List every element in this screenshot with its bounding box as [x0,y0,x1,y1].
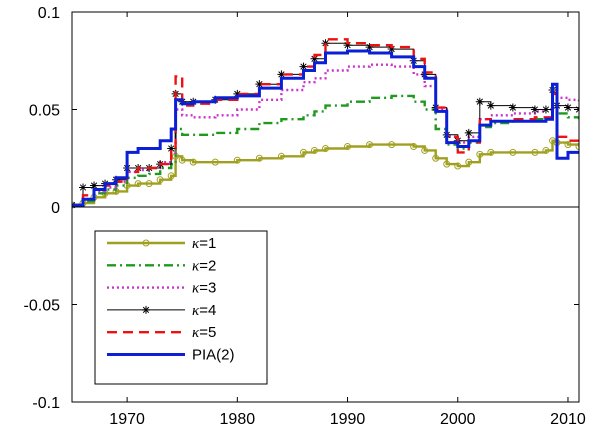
series-1-marker [487,148,495,156]
x-tick-label: 2010 [550,411,586,428]
series-1-marker [167,172,175,180]
legend-label: κ=2 [192,257,216,274]
series-1-marker [542,146,550,154]
series-1-marker [156,176,164,184]
ticks-layer: 1970 1980 1990 2000 2010 -0.1 -0.05 0 0.05 0.1 [24,5,586,428]
series-4-marker [167,144,176,153]
legend-label: κ=3 [192,280,216,297]
series-1-marker [211,158,219,166]
series-4-marker [233,89,242,98]
series-1-marker [277,152,285,160]
y-tick-label: 0.1 [38,5,60,22]
series-4-marker [563,103,572,112]
series-1-marker [564,141,572,149]
series-4-marker [530,105,539,114]
series-1-marker [189,158,197,166]
legend-label: κ=5 [192,324,216,341]
y-tick-label: 0.05 [29,103,60,120]
series-1-marker [454,162,462,170]
series-line-3 [72,63,579,207]
legend-label: κ=4 [192,302,216,319]
series-line-6 [72,49,579,207]
series-line-5 [72,38,579,207]
series-1-marker [476,150,484,158]
series-4-marker [79,183,88,192]
x-tick-label: 1980 [220,411,256,428]
series-4-marker [299,62,308,71]
series-1-marker [443,160,451,168]
series-1-marker [509,148,517,156]
series-1-marker [134,180,142,188]
series-1-marker [388,141,396,149]
series-4-marker [365,43,374,52]
x-tick-label: 2000 [440,411,476,428]
series-line-1 [72,139,579,207]
series-4-marker [343,41,352,50]
series-4-marker [387,45,396,54]
legend-marker [142,305,150,314]
series-4-marker [255,80,264,89]
series-layer [72,38,579,210]
series-1-marker [366,141,374,149]
y-tick-label: 0 [51,200,60,217]
y-tick-label: -0.05 [24,298,61,315]
series-1-marker [531,148,539,156]
series-1-marker [465,158,473,166]
series-1-marker [233,156,241,164]
legend-box [94,230,268,385]
series-4-marker [475,97,484,106]
legend-label: PIA(2) [192,347,235,364]
legend-marker [142,239,150,247]
series-1-marker [310,146,318,154]
series-1-marker [575,143,579,151]
series-1-marker [432,154,440,162]
series-4-marker [277,70,286,79]
series-1-marker [255,154,263,162]
series-1-marker [145,180,153,188]
series-4-marker [310,54,319,63]
x-tick-label: 1970 [109,411,145,428]
legend-label: κ=1 [192,235,216,252]
series-1-marker [421,146,429,154]
series-4-marker [464,128,473,137]
x-tick-label: 1990 [330,411,366,428]
series-1-marker [410,143,418,151]
series-1-marker [344,143,352,151]
series-1-marker [178,156,186,164]
series-4-marker [541,105,550,114]
series-1-marker [299,148,307,156]
series-line-2 [72,94,579,207]
y-tick-label: -0.1 [32,395,60,412]
legend: κ=1 κ=2 κ=3 κ=4 κ=5 PIA(2) [94,230,268,385]
series-1-marker [322,145,329,152]
series-4-marker [486,101,495,110]
series-4-marker [508,103,517,112]
series-4-marker [90,181,99,190]
